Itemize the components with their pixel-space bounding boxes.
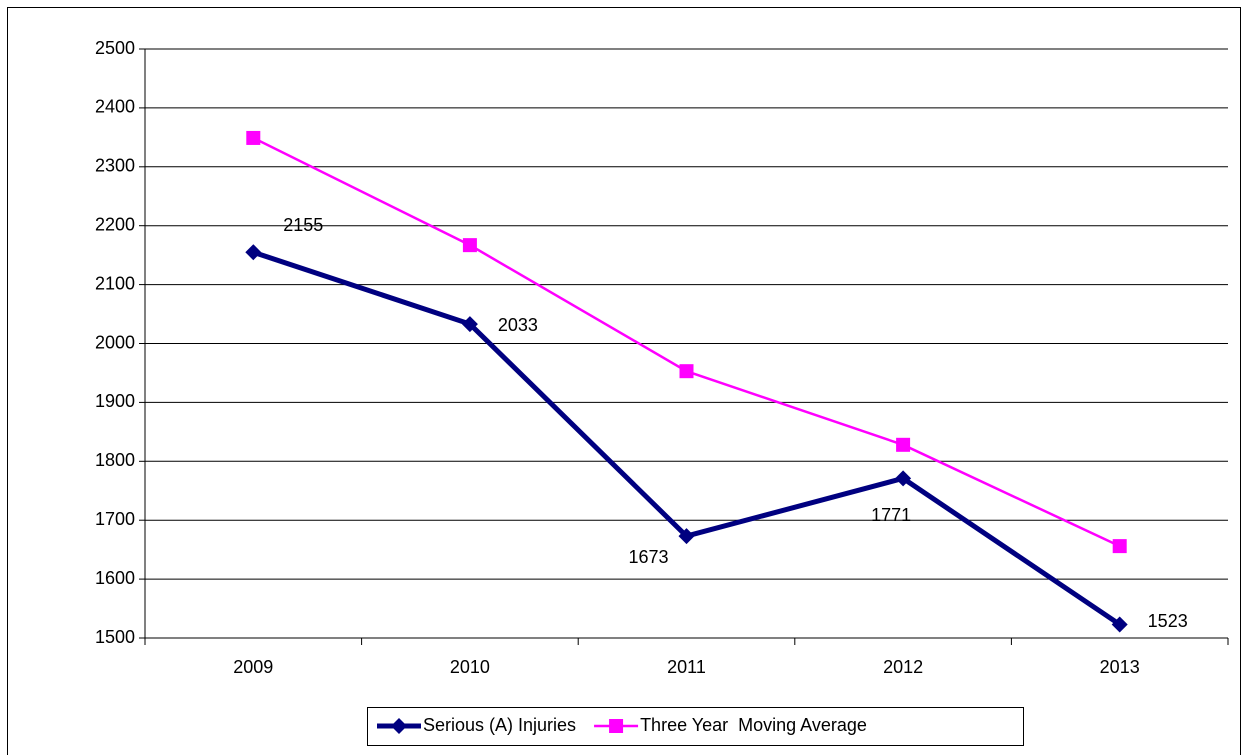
- y-tick-label: 2500: [95, 38, 135, 58]
- marker: [679, 364, 694, 379]
- data-label: 1771: [871, 505, 911, 525]
- marker: [1112, 539, 1127, 554]
- chart-frame: [7, 7, 1241, 755]
- data-label: 1523: [1148, 611, 1188, 631]
- marker: [609, 719, 624, 733]
- series-line: [252, 136, 1121, 548]
- marker: [895, 470, 912, 487]
- x-tick-label: 2010: [450, 657, 490, 677]
- y-tick-label: 2100: [95, 273, 135, 293]
- y-tick-label: 2300: [95, 156, 135, 176]
- y-tick-label: 2200: [95, 214, 135, 234]
- y-tick-label: 1800: [95, 450, 135, 470]
- y-tick-label: 1900: [95, 391, 135, 411]
- marker: [896, 437, 911, 452]
- y-tick-label: 1700: [95, 509, 135, 529]
- x-tick-label: 2009: [233, 657, 273, 677]
- y-tick-label: 1500: [95, 627, 135, 647]
- data-label: 2033: [498, 315, 538, 335]
- marker: [246, 130, 261, 145]
- data-label: 1673: [628, 547, 668, 567]
- x-tick-label: 2011: [667, 657, 706, 677]
- x-tick-label: 2012: [883, 657, 923, 677]
- y-tick-label: 2400: [95, 97, 135, 117]
- marker: [1111, 616, 1128, 633]
- legend-label: Serious (A) Injuries: [423, 715, 576, 735]
- series-line: [252, 249, 1122, 627]
- marker: [678, 528, 695, 545]
- y-tick-label: 2000: [95, 332, 135, 352]
- legend-label: Three Year Moving Average: [640, 715, 867, 735]
- legend-box: [367, 707, 1024, 746]
- marker: [245, 244, 262, 261]
- marker: [391, 718, 407, 734]
- y-tick-label: 1600: [95, 568, 135, 588]
- marker: [461, 316, 478, 333]
- x-tick-label: 2013: [1100, 657, 1140, 677]
- marker: [462, 238, 477, 253]
- data-label: 2155: [283, 215, 323, 235]
